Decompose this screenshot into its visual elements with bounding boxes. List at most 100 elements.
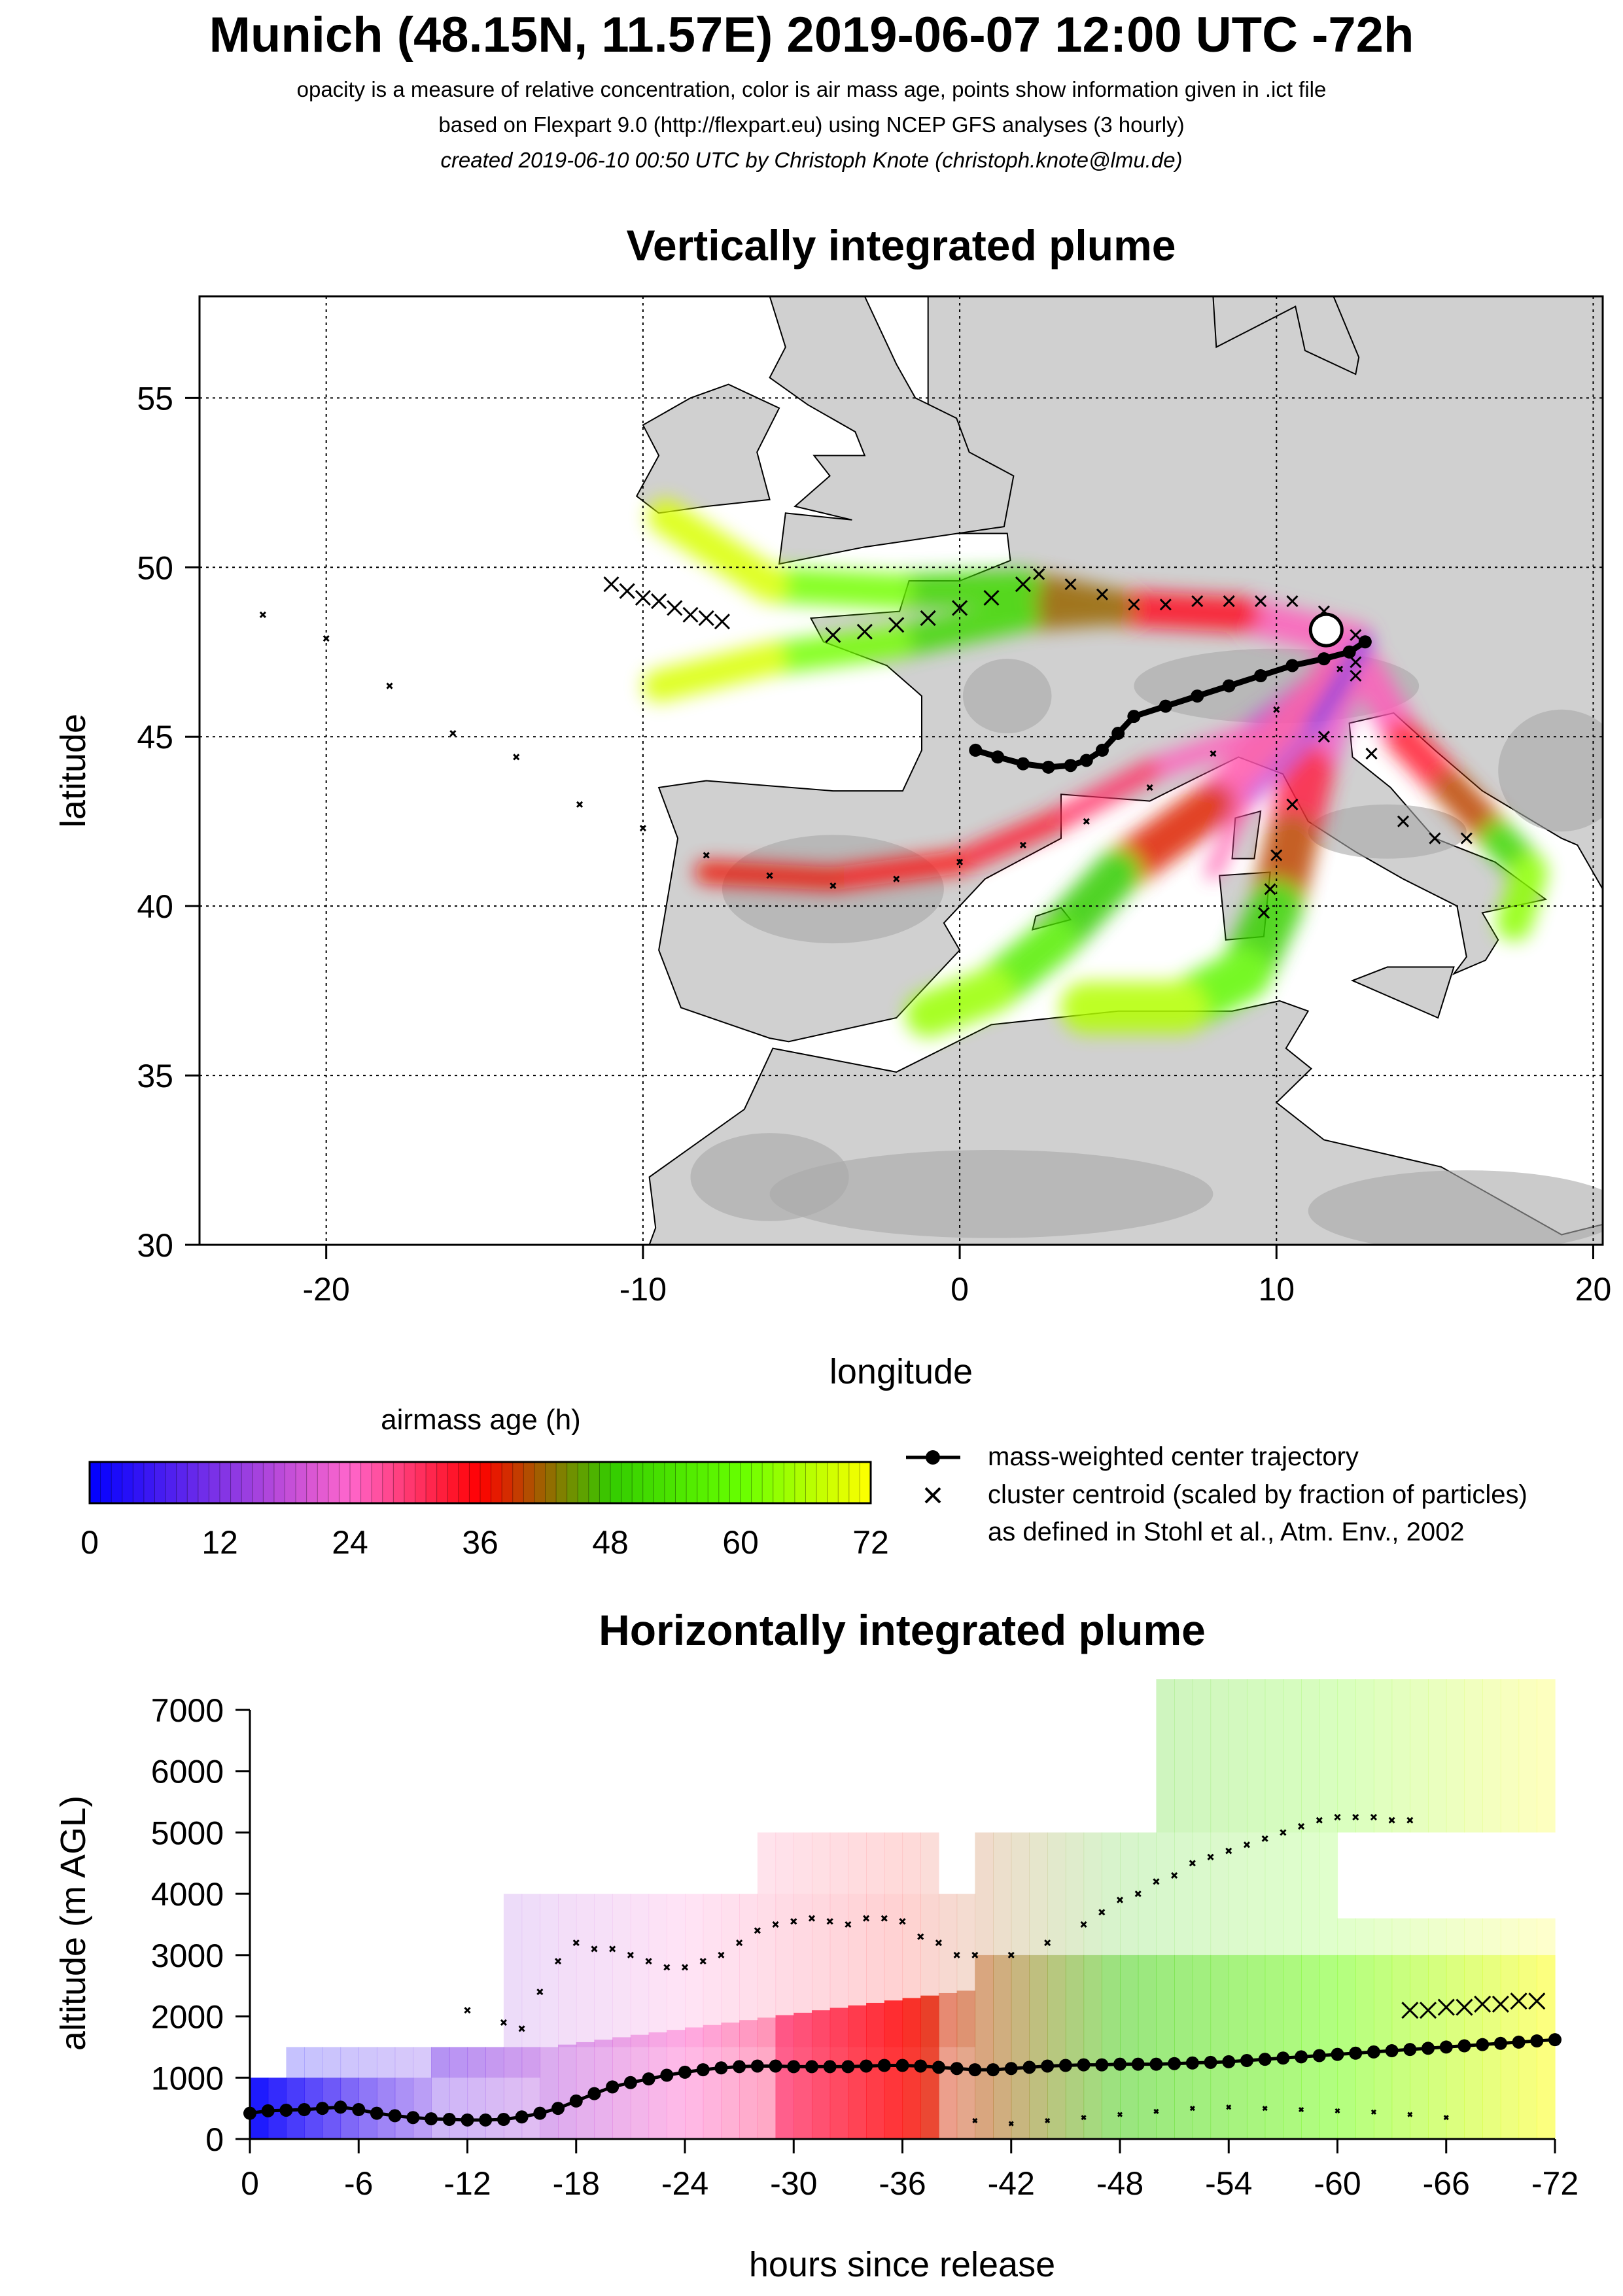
legend-cross-symbol — [924, 1487, 941, 1504]
cluster-upper-marker — [663, 1964, 671, 1971]
cluster-centroid-marker — [1146, 784, 1153, 791]
cluster-upper-marker — [953, 1951, 960, 1958]
colorbar-cell — [491, 1462, 502, 1503]
map-x-tick-label: -10 — [620, 1271, 667, 1308]
concentration-cell — [1138, 1832, 1157, 1955]
profile-title: Horizontally integrated plume — [599, 1606, 1206, 1654]
cluster-centroid-marker — [635, 589, 651, 606]
cluster-centroid-marker — [1286, 595, 1299, 608]
concentration-cell — [1156, 1955, 1175, 2139]
concentration-cell — [1229, 1832, 1248, 1955]
concentration-cell — [1047, 1955, 1066, 2139]
map-y-tick-label: 40 — [137, 888, 173, 925]
profile-center-trajectory-point — [805, 2060, 818, 2074]
concentration-cell — [558, 2044, 577, 2139]
cluster-large-marker — [1474, 1995, 1492, 2013]
concentration-cell — [630, 1894, 650, 2047]
profile-y-tick-label: 0 — [205, 2121, 224, 2158]
concentration-cell — [1337, 1918, 1356, 1955]
concentration-cell — [866, 1894, 885, 2047]
concentration-cell — [1174, 1679, 1193, 1833]
plume-strand — [878, 569, 1041, 610]
concentration-cell — [1301, 1955, 1320, 2139]
cluster-upper-marker — [681, 1964, 689, 1971]
profile-center-trajectory-point — [1349, 2046, 1363, 2060]
profile-center-trajectory-point — [660, 2068, 674, 2082]
cluster-centroid-marker — [1191, 595, 1204, 608]
concentration-cell — [304, 2047, 323, 2078]
plume-strand — [948, 810, 1066, 874]
concentration-cell — [1537, 1955, 1556, 2139]
colorbar-cell — [360, 1462, 372, 1503]
colorbar-cell — [588, 1462, 600, 1503]
cluster-centroid-marker — [956, 858, 964, 865]
profile-center-trajectory-point — [1041, 2059, 1055, 2073]
cluster-centroid-marker — [1350, 629, 1362, 641]
concentration-cell — [1192, 1955, 1212, 2139]
center-trajectory-point — [1111, 727, 1125, 740]
map-y-tick-label: 30 — [137, 1227, 173, 1264]
profile-center-trajectory-point — [642, 2072, 655, 2086]
map-x-axis-label: longitude — [829, 1352, 973, 1391]
concentration-cell — [485, 2047, 504, 2078]
center-trajectory-point — [1222, 679, 1236, 693]
profile-center-trajectory-point — [1168, 2057, 1181, 2070]
profile-y-tick-label: 5000 — [151, 1815, 224, 1851]
concentration-cell — [1410, 1918, 1429, 1955]
concentration-cell — [993, 1955, 1012, 2139]
legend-entry-text: mass-weighted center trajectory — [988, 1442, 1359, 1471]
profile-center-trajectory-point — [678, 2065, 691, 2079]
cluster-upper-marker — [1261, 1835, 1268, 1842]
colorbar-cell — [556, 1462, 568, 1503]
profile-center-trajectory-point — [533, 2106, 547, 2120]
cluster-centroid-marker — [386, 682, 393, 689]
cluster-centroid-marker — [1255, 595, 1267, 608]
figure-title: Munich (48.15N, 11.57E) 2019-06-07 12:00… — [209, 7, 1414, 63]
plume-strand — [1237, 729, 1316, 812]
cluster-centroid-marker — [682, 606, 699, 623]
colorbar-tick-label: 60 — [722, 1524, 759, 1561]
cluster-upper-marker — [826, 1918, 833, 1925]
colorbar-cell — [328, 1462, 340, 1503]
concentration-cell — [1192, 1832, 1212, 1955]
terrain-shade — [962, 659, 1052, 734]
colorbar-cell — [458, 1462, 470, 1503]
colorbar-cell — [784, 1462, 795, 1503]
profile-center-trajectory-point — [261, 2104, 275, 2117]
cluster-centroid-marker — [920, 610, 936, 627]
plume-strand — [1138, 725, 1257, 782]
cluster-upper-marker — [554, 1958, 562, 1965]
concentration-cell — [1065, 1832, 1085, 1955]
concentration-cell — [503, 1894, 523, 2047]
colorbar-cell — [654, 1462, 665, 1503]
center-trajectory-point — [991, 750, 1005, 764]
concentration-cell — [1210, 1679, 1229, 1833]
concentration-cell — [685, 2027, 704, 2139]
cluster-upper-marker — [1207, 1853, 1214, 1860]
concentration-cell — [1337, 1955, 1356, 2139]
profile-center-trajectory-point — [515, 2110, 529, 2124]
colorbar-cell — [447, 1462, 459, 1503]
concentration-cell — [1011, 1832, 1030, 1955]
colorbar-cell — [718, 1462, 730, 1503]
concentration-cell — [775, 2015, 794, 2139]
cluster-lower-marker — [1153, 2108, 1159, 2114]
profile-center-trajectory-point — [968, 2063, 982, 2077]
concentration-cell — [521, 2047, 540, 2078]
terrain-shade — [1498, 709, 1603, 832]
colorbar-cell — [523, 1462, 535, 1503]
cluster-centroid-marker — [829, 882, 837, 890]
concentration-cell — [829, 1832, 848, 1894]
cluster-large-marker — [1528, 1992, 1546, 2010]
profile-center-trajectory-point — [425, 2112, 438, 2126]
profile-center-trajectory-point — [1312, 2049, 1326, 2062]
colorbar-cell — [350, 1462, 362, 1503]
profile-center-trajectory-point — [370, 2106, 383, 2120]
profile-y-tick-label: 6000 — [151, 1754, 224, 1790]
colorbar-cell — [252, 1462, 264, 1503]
concentration-cell — [1083, 1955, 1102, 2139]
profile-center-trajectory-point — [1022, 2061, 1036, 2074]
concentration-cell — [1355, 1918, 1374, 1955]
cluster-upper-marker — [1370, 1813, 1377, 1821]
concentration-cell — [558, 1894, 577, 2047]
